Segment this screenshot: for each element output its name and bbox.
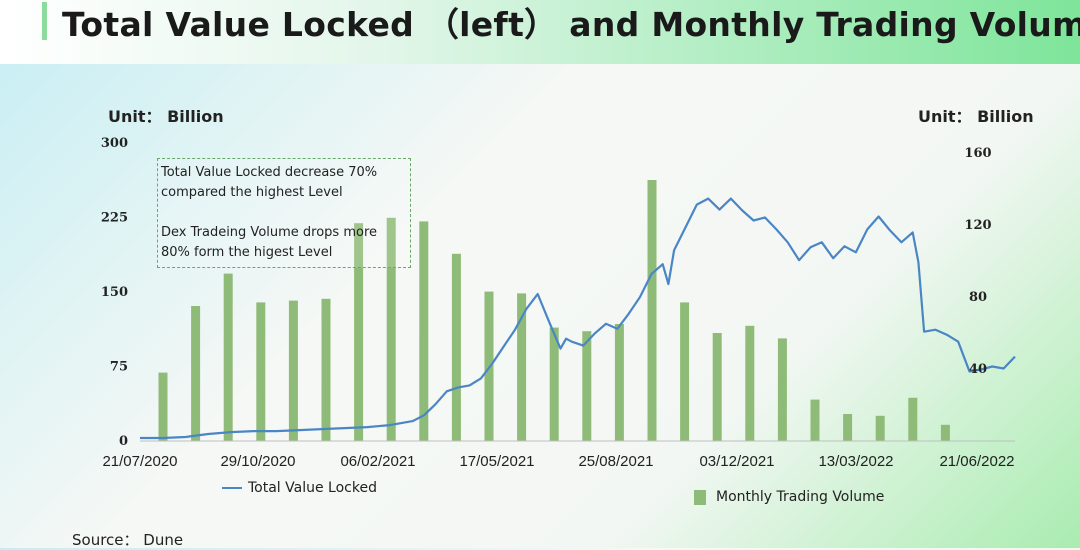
right-axis-tick: 120 xyxy=(964,218,991,233)
left-axis-tick: 150 xyxy=(101,285,128,300)
x-axis-tick: 25/08/2021 xyxy=(578,453,653,470)
page-title: Total Value Locked （left） and Monthly Tr… xyxy=(62,5,1080,44)
tvl-line xyxy=(140,197,1016,440)
right-axis-unit: Unit： Billion xyxy=(918,107,1034,126)
left-axis-tick: 225 xyxy=(101,211,128,226)
volume-bar xyxy=(288,300,298,441)
volume-bar xyxy=(321,298,331,441)
right-axis-tick: 80 xyxy=(969,290,987,305)
annotation-line-3: Dex Tradeing Volume drops more xyxy=(161,225,378,240)
annotation-line-2: compared the highest Level xyxy=(161,185,343,200)
volume-bar xyxy=(223,273,233,441)
annotation-spacer xyxy=(161,203,407,223)
volume-bar xyxy=(582,331,592,441)
volume-bar xyxy=(549,327,559,441)
x-axis-tick: 13/03/2022 xyxy=(818,453,893,470)
volume-bar xyxy=(745,325,755,441)
volume-bar xyxy=(386,217,396,441)
header-banner: Total Value Locked （left） and Monthly Tr… xyxy=(0,0,1080,64)
x-axis-tick: 17/05/2021 xyxy=(459,453,534,470)
volume-bar xyxy=(875,415,885,441)
volume-bar xyxy=(419,221,429,441)
volume-bar xyxy=(517,293,527,441)
x-axis-tick: 06/02/2021 xyxy=(340,453,415,470)
left-axis-unit: Unit： Billion xyxy=(108,107,224,126)
legend-line-label: Total Value Locked xyxy=(248,480,377,496)
volume-bar xyxy=(451,253,461,441)
source-note: Source： Dune xyxy=(72,531,184,549)
right-axis-tick: 160 xyxy=(964,146,991,161)
volume-bar xyxy=(908,397,918,441)
volume-bar xyxy=(354,223,364,441)
volume-bar xyxy=(940,424,950,441)
annotation-line-4: 80% form the higest Level xyxy=(161,245,333,260)
left-axis-tick: 300 xyxy=(101,136,128,151)
volume-bar xyxy=(191,306,201,441)
volume-bar xyxy=(810,399,820,441)
legend-bar-swatch xyxy=(694,489,706,505)
header-accent-bar xyxy=(42,2,47,40)
annotation-line-1: Total Value Locked decrease 70% xyxy=(161,165,378,180)
legend-item-volume: Monthly Trading Volume xyxy=(694,489,884,505)
left-axis-tick: 0 xyxy=(119,434,128,449)
volume-bar xyxy=(777,338,787,441)
right-axis-tick: 40 xyxy=(969,362,987,377)
legend-line-swatch xyxy=(222,487,242,489)
chart-annotation-box: Total Value Locked decrease 70% compared… xyxy=(157,158,411,268)
x-axis-tick: 21/06/2022 xyxy=(939,453,1014,470)
left-axis-tick: 75 xyxy=(110,360,128,375)
volume-bar xyxy=(614,324,624,441)
legend-item-tvl: Total Value Locked xyxy=(222,480,377,496)
volume-bar xyxy=(158,372,168,441)
volume-bar xyxy=(680,302,690,441)
volume-bar xyxy=(647,180,657,441)
legend-bar-label: Monthly Trading Volume xyxy=(716,489,885,505)
x-axis-tick: 29/10/2020 xyxy=(220,453,295,470)
volume-bar xyxy=(256,302,266,441)
x-axis-tick: 21/07/2020 xyxy=(102,453,177,470)
volume-bar xyxy=(712,333,722,441)
volume-bar xyxy=(843,414,853,441)
x-axis-tick: 03/12/2021 xyxy=(699,453,774,470)
